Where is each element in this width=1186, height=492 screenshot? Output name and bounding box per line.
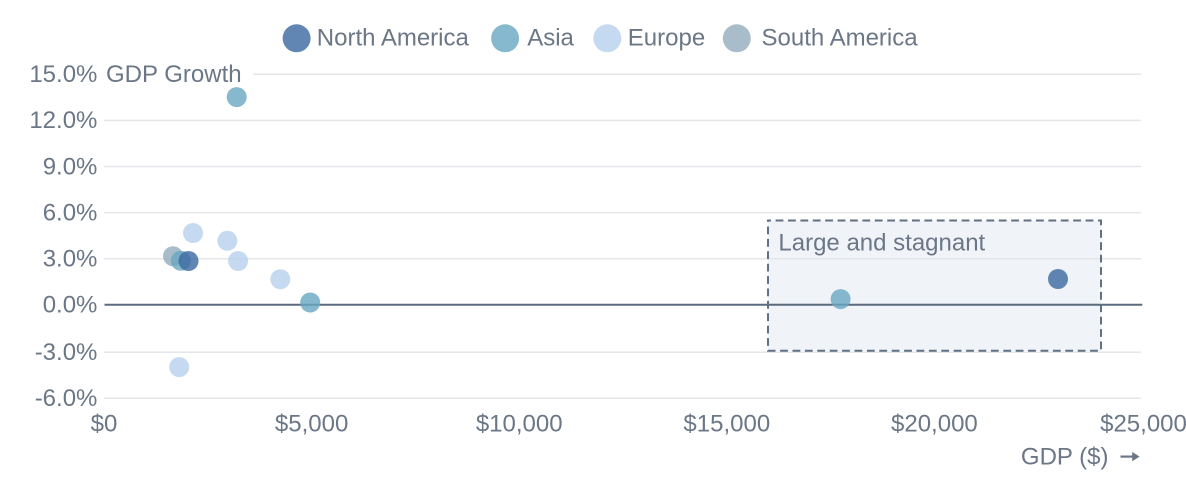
svg-text:-3.0%: -3.0%: [35, 339, 98, 366]
svg-text:6.0%: 6.0%: [43, 199, 98, 226]
svg-text:$20,000: $20,000: [891, 410, 978, 437]
svg-text:$10,000: $10,000: [476, 410, 563, 437]
svg-text:12.0%: 12.0%: [29, 107, 97, 134]
svg-text:$5,000: $5,000: [275, 410, 348, 437]
svg-text:GDP ($): GDP ($): [1021, 444, 1109, 471]
svg-text:GDP Growth: GDP Growth: [106, 61, 242, 88]
svg-text:North America: North America: [317, 25, 470, 52]
svg-text:0.0%: 0.0%: [43, 292, 98, 319]
svg-text:South America: South America: [762, 25, 919, 52]
svg-text:Europe: Europe: [628, 25, 705, 52]
svg-text:Asia: Asia: [527, 25, 574, 52]
svg-text:Large and stagnant: Large and stagnant: [778, 229, 985, 256]
svg-text:$25,000: $25,000: [1100, 410, 1186, 437]
svg-text:15.0%: 15.0%: [29, 61, 97, 88]
svg-text:$15,000: $15,000: [683, 410, 770, 437]
svg-text:$0: $0: [91, 410, 118, 437]
svg-text:3.0%: 3.0%: [43, 246, 98, 273]
svg-text:-6.0%: -6.0%: [35, 385, 98, 412]
svg-text:9.0%: 9.0%: [43, 153, 98, 180]
